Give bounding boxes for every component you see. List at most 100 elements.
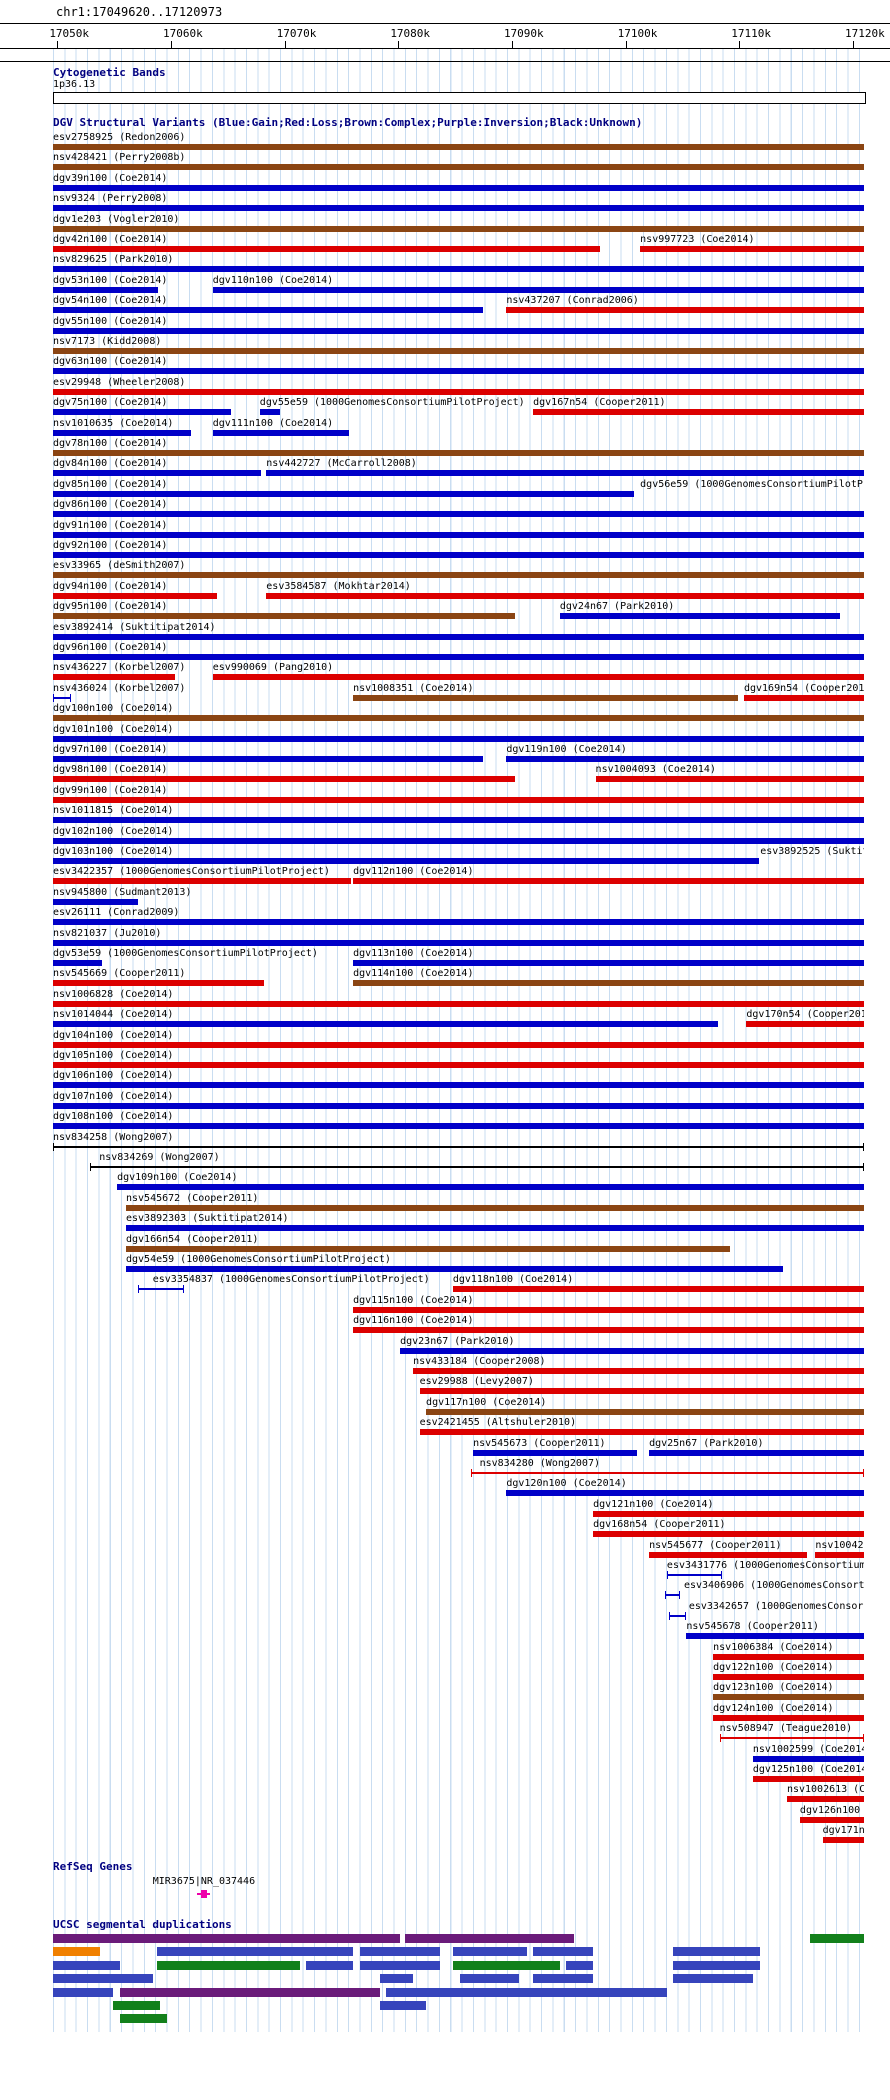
- variant-bar[interactable]: [713, 1714, 864, 1721]
- variant-bar[interactable]: [125, 1204, 864, 1211]
- variant-bar[interactable]: [259, 409, 281, 416]
- variant-bar[interactable]: [649, 1449, 864, 1456]
- variant-bar[interactable]: [53, 1123, 864, 1130]
- variant-bar[interactable]: [53, 327, 864, 334]
- variant-bar[interactable]: [666, 1571, 723, 1579]
- variant-bar[interactable]: [53, 1021, 719, 1028]
- segdup-bar[interactable]: [404, 1934, 575, 1943]
- variant-bar[interactable]: [713, 1674, 864, 1680]
- segdup-bar[interactable]: [359, 1947, 440, 1957]
- ruler[interactable]: 17050k 17060k 17070k 17080k 17090k 17100k 1711…: [49, 27, 885, 48]
- segdup-bar[interactable]: [460, 1974, 520, 1984]
- segdup-bar[interactable]: [53, 1934, 401, 1943]
- variant-bar[interactable]: [125, 1245, 731, 1252]
- variant-bar[interactable]: [266, 592, 864, 599]
- variant-bar[interactable]: [53, 511, 864, 518]
- variant-bar[interactable]: [815, 1551, 864, 1558]
- variant-bar[interactable]: [53, 939, 864, 946]
- variant-bar[interactable]: [53, 756, 483, 762]
- variant-bar[interactable]: [53, 878, 352, 885]
- variant-bar[interactable]: [53, 144, 864, 150]
- variant-bar[interactable]: [53, 980, 264, 987]
- variant-bar[interactable]: [53, 674, 175, 681]
- variant-bar[interactable]: [53, 164, 864, 171]
- variant-bar[interactable]: [53, 796, 864, 803]
- variant-bar[interactable]: [53, 1000, 864, 1007]
- variant-bar[interactable]: [53, 348, 864, 354]
- variant-bar[interactable]: [686, 1633, 864, 1640]
- variant-bar[interactable]: [53, 429, 191, 436]
- variant-bar[interactable]: [53, 817, 864, 824]
- variant-bar[interactable]: [419, 1429, 864, 1436]
- variant-bar[interactable]: [53, 531, 864, 538]
- variant-bar[interactable]: [53, 470, 261, 477]
- variant-bar[interactable]: [53, 1041, 864, 1048]
- segdup-bar[interactable]: [810, 1934, 864, 1943]
- segdup-bar[interactable]: [306, 1960, 354, 1970]
- segdup-bar[interactable]: [379, 1974, 414, 1984]
- variant-bar[interactable]: [426, 1408, 864, 1415]
- variant-bar[interactable]: [665, 1591, 680, 1600]
- segdup-bar[interactable]: [566, 1960, 594, 1970]
- variant-bar[interactable]: [53, 205, 864, 212]
- segdup-bar[interactable]: [53, 1960, 120, 1970]
- variant-bar[interactable]: [53, 715, 864, 722]
- variant-bar[interactable]: [353, 878, 864, 885]
- variant-bar[interactable]: [713, 1653, 864, 1660]
- variant-bar[interactable]: [353, 694, 739, 701]
- variant-bar[interactable]: [713, 1694, 864, 1701]
- segdup-bar[interactable]: [156, 1960, 300, 1970]
- variant-bar[interactable]: [125, 1266, 783, 1272]
- variant-bar[interactable]: [353, 1327, 864, 1334]
- variant-bar[interactable]: [593, 1531, 864, 1538]
- segdup-bar[interactable]: [673, 1960, 761, 1970]
- variant-bar[interactable]: [53, 552, 864, 558]
- variant-bar[interactable]: [53, 225, 864, 232]
- segdup-bar[interactable]: [379, 2001, 427, 2010]
- variant-bar[interactable]: [53, 246, 601, 252]
- variant-bar[interactable]: [419, 1388, 864, 1395]
- variant-bar[interactable]: [53, 572, 864, 579]
- variant-bar[interactable]: [53, 858, 759, 864]
- variant-bar[interactable]: [212, 674, 864, 681]
- cytoband-box[interactable]: [53, 92, 866, 104]
- variant-bar[interactable]: [506, 1490, 864, 1497]
- variant-bar[interactable]: [53, 837, 864, 844]
- variant-bar[interactable]: [53, 307, 483, 314]
- segdup-bar[interactable]: [156, 1947, 354, 1957]
- variant-bar[interactable]: [640, 246, 864, 252]
- variant-bar[interactable]: [53, 450, 864, 456]
- variant-bar[interactable]: [53, 184, 864, 191]
- variant-bar[interactable]: [53, 490, 635, 497]
- variant-bar[interactable]: [746, 1021, 864, 1028]
- variant-bar[interactable]: [266, 470, 864, 477]
- segdup-bar[interactable]: [386, 1987, 667, 1997]
- variant-bar[interactable]: [53, 1102, 864, 1109]
- variant-bar[interactable]: [353, 980, 864, 987]
- variant-bar[interactable]: [53, 776, 516, 783]
- variant-bar[interactable]: [212, 429, 349, 436]
- variant-bar[interactable]: [53, 654, 864, 660]
- variant-bar[interactable]: [822, 1837, 864, 1844]
- variant-bar[interactable]: [53, 633, 864, 640]
- segdup-bar[interactable]: [53, 1987, 113, 1997]
- variant-bar[interactable]: [53, 286, 159, 293]
- variant-bar[interactable]: [752, 1755, 864, 1762]
- variant-bar[interactable]: [117, 1184, 864, 1191]
- variant-bar[interactable]: [138, 1285, 185, 1294]
- segdup-bar[interactable]: [119, 2014, 167, 2024]
- variant-bar[interactable]: [473, 1449, 637, 1456]
- segdup-bar[interactable]: [53, 1947, 101, 1957]
- variant-bar[interactable]: [53, 693, 71, 702]
- variant-bar[interactable]: [533, 409, 864, 416]
- segdup-bar[interactable]: [533, 1974, 594, 1984]
- variant-bar[interactable]: [53, 1142, 864, 1151]
- variant-bar[interactable]: [353, 960, 864, 966]
- variant-bar[interactable]: [470, 1469, 864, 1477]
- variant-bar[interactable]: [125, 1225, 864, 1232]
- variant-bar[interactable]: [90, 1163, 864, 1171]
- variant-bar[interactable]: [413, 1368, 864, 1374]
- variant-bar[interactable]: [53, 960, 102, 966]
- variant-bar[interactable]: [53, 1082, 864, 1089]
- segdup-bar[interactable]: [113, 2001, 161, 2010]
